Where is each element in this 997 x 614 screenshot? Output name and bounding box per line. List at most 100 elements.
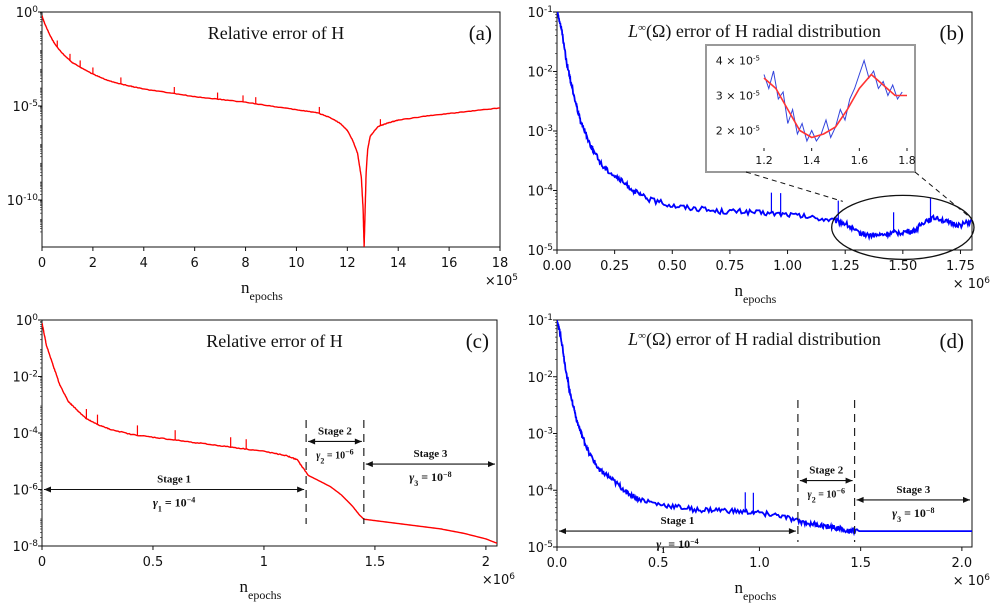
x-tick-label: 0.5	[143, 555, 164, 570]
x-multiplier: ×105	[485, 273, 518, 289]
x-tick-label: 18	[492, 256, 509, 271]
x-tick-label: 0.25	[600, 259, 629, 274]
y-tick-label: 10-5	[12, 99, 38, 115]
x-tick-label: 0.00	[543, 259, 572, 274]
y-tick-label: 10-1	[527, 313, 553, 329]
x-tick-label: 1.25	[831, 259, 860, 274]
inset-frame	[705, 44, 916, 173]
inset-chart: 1.2 1.4 1.6 1.8 4 × 10-5 3 × 10-5 2 × 10-5	[705, 44, 916, 173]
y-tick-label: 10-5	[527, 243, 553, 259]
stage-arrow-head-left	[799, 477, 807, 484]
chart-title: L∞(Ω) error of H radial distribution	[627, 21, 881, 42]
stage-annotation: Stage 3 γ3 = 10−8	[365, 448, 495, 488]
x-multiplier: × 106	[953, 276, 991, 292]
stage-arrow-head-right	[297, 486, 305, 493]
x-tick-label: 0.5	[648, 556, 669, 571]
stage-gamma: γ3 = 10−8	[892, 505, 934, 523]
inset-x-tick-label: 1.6	[851, 154, 869, 167]
panel-d: 10-1 10-2 10-3 10-4 10-50.0 0.5 1.0 1.5 2.0 nepoc…	[527, 313, 990, 603]
stage-gamma: γ2 = 10−6	[316, 447, 353, 465]
y-tick-label: 10-3	[527, 427, 553, 443]
x-axis-label: nepochs	[240, 577, 282, 602]
x-tick-label: 1	[260, 555, 268, 570]
y-tick-label: 10-5	[527, 540, 553, 556]
panel-label: (d)	[940, 329, 965, 353]
inset-y-tick-label: 3 × 10-5	[716, 90, 760, 103]
x-tick-label: 12	[339, 256, 356, 271]
panel-b: 10-1 10-2 10-3 10-4 10-50.00 0.25 0.50 0.75 1.00…	[527, 5, 990, 306]
stage-label: Stage 3	[413, 448, 447, 460]
x-multiplier: ×106	[482, 572, 515, 588]
stage-gamma: γ1 = 10−4	[656, 537, 698, 555]
x-tick-label: 6	[191, 256, 199, 271]
panel-label: (a)	[469, 21, 492, 45]
chart-title: Relative error of H	[206, 331, 342, 351]
stage-arrow-head-right	[354, 438, 362, 445]
x-tick-label: 0.0	[547, 556, 568, 571]
data-layer	[42, 322, 497, 544]
panel-label: (c)	[466, 329, 489, 353]
x-tick-label: 0	[38, 256, 46, 271]
stage-arrow-head-right	[845, 477, 853, 484]
x-tick-label: 4	[140, 256, 148, 271]
x-tick-label: 2	[482, 555, 490, 570]
y-tick-label: 100	[16, 5, 39, 21]
stage-gamma: γ2 = 10−6	[808, 486, 845, 504]
y-tick-label: 10-6	[12, 483, 38, 499]
y-tick-label: 10-10	[7, 193, 39, 209]
stage-arrow-head-right	[963, 496, 970, 503]
series-line	[557, 320, 972, 537]
stage-label: Stage 1	[660, 515, 694, 527]
y-tick-label: 10-4	[527, 483, 553, 499]
x-tick-label: 8	[241, 256, 249, 271]
stage-gamma: γ1 = 10−4	[153, 495, 195, 513]
x-tick-label: 1.5	[365, 555, 386, 570]
y-tick-label: 10-1	[527, 5, 553, 21]
series-line	[42, 322, 497, 544]
stage-arrow-head-left	[559, 528, 566, 535]
x-tick-label: 2.0	[952, 556, 973, 571]
x-tick-label: 1.50	[888, 259, 917, 274]
y-tick-label: 10-2	[12, 370, 38, 386]
inset-y-tick-label: 2 × 10-5	[716, 125, 760, 138]
stage-arrow-head-left	[308, 438, 316, 445]
y-tick-label: 10-8	[12, 539, 38, 555]
inset-x-tick-label: 1.2	[755, 154, 773, 167]
inset-raw-line	[763, 58, 903, 143]
stage-label: Stage 3	[896, 484, 930, 496]
data-layer	[557, 12, 972, 241]
x-tick-label: 1.75	[946, 259, 975, 274]
stage-annotation: Stage 1 γ1 = 10−4	[44, 474, 305, 513]
x-tick-label: 10	[288, 256, 305, 271]
inset-x-tick-label: 1.4	[803, 154, 821, 167]
x-tick-label: 1.5	[850, 556, 871, 571]
stage-annotation: Stage 2 γ2 = 10−6	[308, 425, 362, 465]
panel-a: 100 10-5 10-10 0 2 4 6 8 10 12 14 16 18 nepochs ×105 Re…	[7, 5, 518, 303]
inset-y-tick-label: 4 × 10-5	[716, 55, 760, 68]
stage-label: Stage 2	[809, 465, 843, 477]
stage-arrow-head-right	[488, 461, 495, 468]
y-tick-label: 10-4	[527, 184, 553, 200]
y-tick-label: 10-3	[527, 124, 553, 140]
x-axis-label: nepochs	[241, 278, 283, 303]
stage-arrow-head-right	[788, 528, 796, 535]
series-line	[42, 15, 500, 247]
stage-gamma: γ3 = 10−8	[409, 470, 451, 488]
x-axis-label: nepochs	[735, 578, 777, 603]
stage-label: Stage 2	[318, 425, 352, 437]
x-tick-label: 1.0	[749, 556, 770, 571]
zoom-ellipse	[831, 194, 975, 261]
stage-arrow-head-left	[856, 496, 864, 503]
x-tick-label: 0.50	[658, 259, 687, 274]
plot-frame	[41, 319, 498, 547]
zoom-connector-right	[914, 171, 971, 218]
stage-arrow-head-left	[365, 461, 373, 468]
plot-frame	[41, 11, 501, 248]
stage-arrow-head-left	[44, 486, 51, 493]
x-tick-label: 16	[441, 256, 458, 271]
stage-annotation: Stage 1 γ1 = 10−4	[559, 515, 796, 555]
stage-annotation: Stage 3 γ3 = 10−8	[856, 484, 970, 523]
y-tick-label: 10-2	[527, 370, 553, 386]
x-axis-label: nepochs	[735, 281, 777, 306]
y-tick-label: 100	[16, 313, 39, 329]
